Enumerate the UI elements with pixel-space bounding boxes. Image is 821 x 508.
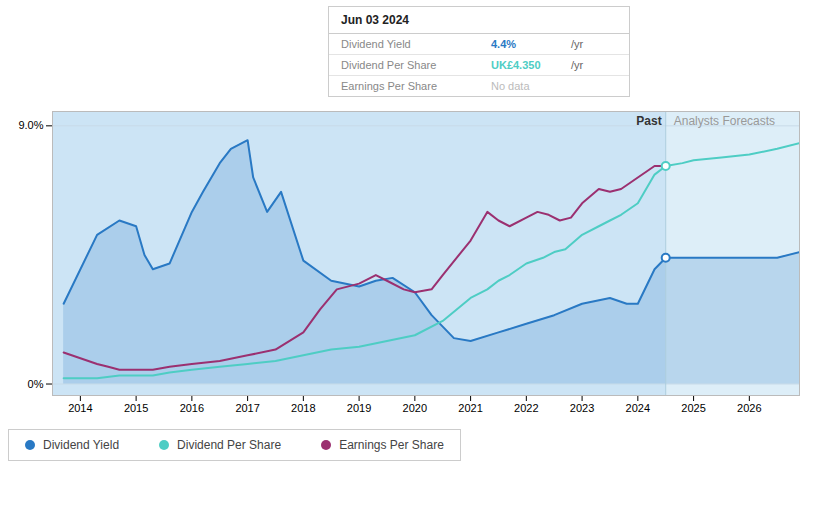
svg-text:2026: 2026 xyxy=(737,402,761,414)
svg-text:2019: 2019 xyxy=(347,402,371,414)
svg-text:2021: 2021 xyxy=(458,402,482,414)
html-text:Jun 03 2024: Jun 03 2024 xyxy=(341,13,409,27)
svg-text:2017: 2017 xyxy=(235,402,259,414)
svg-text:2018: 2018 xyxy=(291,402,315,414)
svg-text:2022: 2022 xyxy=(514,402,538,414)
html-text:Dividend Per Share: Dividend Per Share xyxy=(341,59,437,71)
html-text:/yr: /yr xyxy=(571,38,584,50)
svg-text:Analysts Forecasts: Analysts Forecasts xyxy=(674,114,775,128)
svg-text:2020: 2020 xyxy=(403,402,427,414)
svg-text:2025: 2025 xyxy=(681,402,705,414)
svg-text:2016: 2016 xyxy=(180,402,204,414)
svg-text:2015: 2015 xyxy=(124,402,148,414)
html-text:Earnings Per Share: Earnings Per Share xyxy=(339,438,444,452)
html-text:4.4%: 4.4% xyxy=(491,38,517,50)
svg-text:9.0%: 9.0% xyxy=(18,119,43,131)
html-text:No data: No data xyxy=(491,80,530,92)
html-text:UK£4.350: UK£4.350 xyxy=(491,59,541,71)
html-text:Dividend Per Share: Dividend Per Share xyxy=(177,438,282,452)
svg-text:Past: Past xyxy=(636,114,661,128)
svg-text:2023: 2023 xyxy=(570,402,594,414)
svg-text:2014: 2014 xyxy=(68,402,92,414)
html-text:Dividend Yield: Dividend Yield xyxy=(341,38,411,50)
svg-text:0%: 0% xyxy=(28,378,44,390)
html-text:Earnings Per Share: Earnings Per Share xyxy=(341,80,437,92)
svg-text:2024: 2024 xyxy=(626,402,650,414)
html-text:Dividend Yield: Dividend Yield xyxy=(43,438,120,452)
html-text:/yr: /yr xyxy=(571,59,584,71)
